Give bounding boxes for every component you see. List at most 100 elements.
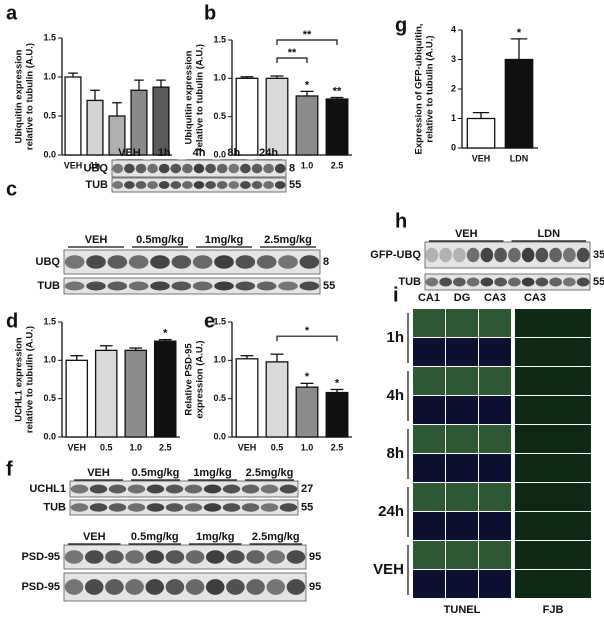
micrograph-tile xyxy=(446,338,478,366)
row-label: 24h xyxy=(378,503,404,520)
blot-band xyxy=(64,255,85,269)
significance-label: * xyxy=(305,325,310,337)
blot-band xyxy=(246,550,265,564)
blot-band xyxy=(251,181,263,189)
y-tick-label: 4 xyxy=(451,24,456,34)
blot-band xyxy=(235,255,256,269)
y-tick-label: 1.5 xyxy=(43,32,56,42)
lane-group-label: 24h xyxy=(259,147,278,159)
blot-band xyxy=(439,247,452,263)
y-tick-label: 0.0 xyxy=(213,431,226,441)
row-label: TUB xyxy=(43,501,66,513)
blot-band xyxy=(145,579,165,595)
blot-strip xyxy=(63,572,307,602)
blot-band xyxy=(263,163,274,174)
micrograph-tile xyxy=(479,396,511,424)
micrograph-tile xyxy=(413,483,445,511)
significance-bracket xyxy=(276,39,338,46)
lane-group-label: 1mg/kg xyxy=(205,234,244,246)
blot-band xyxy=(170,181,182,189)
x-tick-label: 1h xyxy=(90,160,101,170)
x-tick-label: 2.5 xyxy=(331,442,344,452)
blot-band xyxy=(299,255,320,269)
micrograph-tile xyxy=(446,425,478,453)
blot-band xyxy=(266,550,286,564)
lane-group-label: 1mg/kg xyxy=(196,531,235,543)
blot-band xyxy=(147,163,158,174)
significance-label: ** xyxy=(288,47,297,59)
y-axis-label: expression (A.U.) xyxy=(195,340,206,418)
column-label: CA1 xyxy=(418,292,440,304)
row-label: TUB xyxy=(85,179,108,191)
significance-label: * xyxy=(517,27,522,39)
blot-band xyxy=(146,503,165,512)
lane-group-label: 8h xyxy=(227,147,240,159)
blot-band xyxy=(494,247,507,263)
panel-letter: b xyxy=(204,2,216,24)
micrograph-tile xyxy=(479,512,511,540)
lane-group-label: 1h xyxy=(158,147,171,159)
micrograph-tile xyxy=(413,512,445,540)
blot-band xyxy=(193,181,205,189)
blot-band xyxy=(576,247,590,263)
blot-band xyxy=(494,277,507,287)
blot-band xyxy=(508,277,521,287)
y-tick-label: 1.5 xyxy=(213,34,226,44)
y-tick-label: 1.0 xyxy=(213,355,226,365)
blot-band xyxy=(508,247,521,263)
stain-label: TUNEL xyxy=(444,604,481,616)
row-label: UCHL1 xyxy=(29,483,66,495)
blot-band xyxy=(549,247,562,263)
x-tick-label: 2.5 xyxy=(159,442,172,452)
blot-strip xyxy=(424,241,591,269)
column-label: CA3 xyxy=(484,292,506,304)
row-label: TUB xyxy=(398,276,421,288)
blot-band xyxy=(184,503,203,512)
blot-strip xyxy=(63,249,321,275)
lane-group-label: 2.5mg/kg xyxy=(252,531,300,543)
micrograph-tile xyxy=(515,541,591,569)
blot-band xyxy=(171,255,192,269)
micrograph-tile xyxy=(413,309,445,337)
blot-band xyxy=(214,255,234,269)
blot-band xyxy=(453,277,466,287)
blot-band xyxy=(182,163,193,174)
blot-band xyxy=(535,247,549,263)
significance-label: * xyxy=(305,371,310,383)
blot-band xyxy=(286,579,306,595)
x-tick-label: VEH xyxy=(67,442,86,452)
blot-band xyxy=(480,247,494,263)
blot-band xyxy=(125,579,144,595)
y-tick-label: 0.0 xyxy=(43,149,56,159)
y-axis-label: Ubiquitin expression xyxy=(14,49,25,143)
blot-band xyxy=(86,281,106,291)
micrograph-tile xyxy=(446,309,478,337)
blot-band xyxy=(192,281,213,291)
blot-band xyxy=(135,181,147,189)
micrograph-tile xyxy=(446,541,478,569)
significance-label: ** xyxy=(333,85,342,97)
panel-letter: a xyxy=(6,2,18,24)
x-tick-label: LDN xyxy=(510,153,529,163)
blot-band xyxy=(105,579,124,595)
micrograph-tile xyxy=(515,309,591,337)
bar xyxy=(108,115,126,156)
bar xyxy=(265,77,289,156)
y-tick-label: 1 xyxy=(451,113,456,123)
y-tick-label: 1.5 xyxy=(43,316,56,326)
x-tick-label: 1.0 xyxy=(301,442,314,452)
blot-band xyxy=(70,503,89,512)
y-axis-label: Relative PSD-95 xyxy=(184,343,195,416)
blot-band xyxy=(192,255,213,269)
blot-band xyxy=(260,503,279,512)
bar xyxy=(124,349,148,438)
y-tick-label: 0.0 xyxy=(213,149,226,159)
blot-band xyxy=(193,163,205,174)
micrograph-tile xyxy=(515,483,591,511)
blot-band xyxy=(228,163,240,174)
blot-band xyxy=(453,247,466,263)
blot-band xyxy=(165,579,185,595)
blot-band xyxy=(439,277,452,287)
column-label: CA3 xyxy=(524,292,546,304)
x-tick-label: 0.5 xyxy=(100,442,113,452)
